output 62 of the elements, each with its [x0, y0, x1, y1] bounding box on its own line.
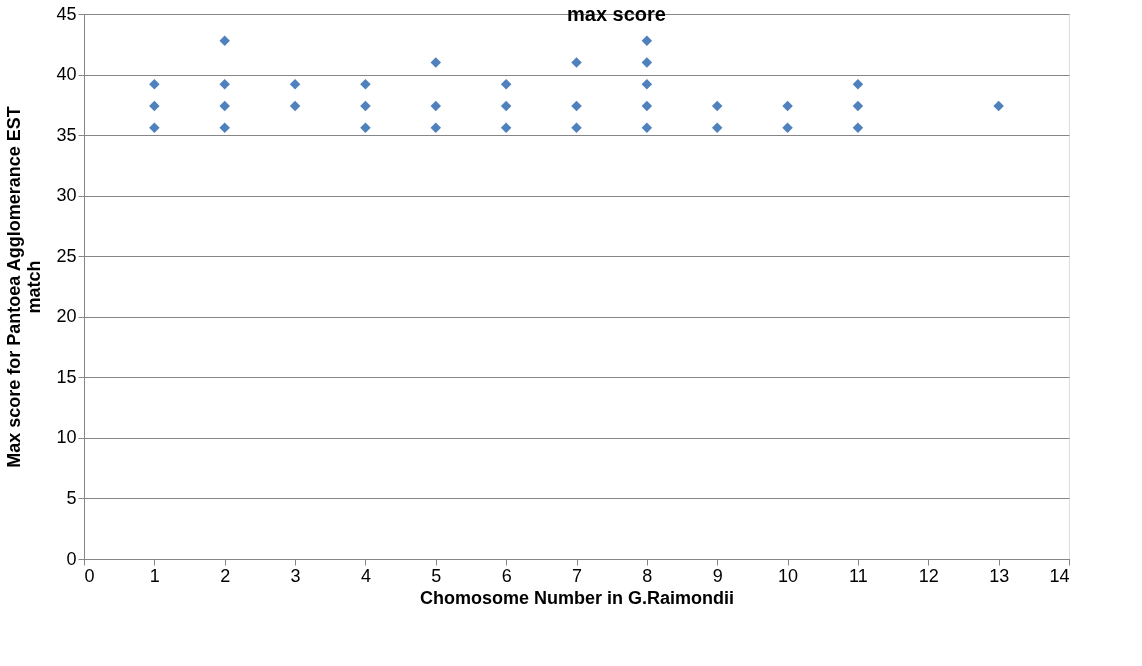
chart-title: max score — [567, 3, 666, 25]
point — [711, 100, 723, 112]
point — [852, 79, 864, 90]
x-tick-label: 6 — [501, 565, 512, 586]
y-tick-label: 30 — [56, 185, 77, 206]
point — [219, 122, 230, 134]
point — [641, 35, 653, 46]
point — [219, 100, 230, 112]
x-tick-label: 11 — [849, 565, 868, 586]
x-tick-label: 5 — [431, 565, 442, 586]
x-tick-label: 3 — [290, 565, 301, 586]
point — [430, 57, 442, 68]
x-tick-label: 13 — [989, 565, 1010, 586]
point — [360, 79, 371, 90]
x-tick-label: 12 — [918, 565, 939, 586]
y-axis-title: Max score for Pantoea Agglomerance EST match — [4, 106, 45, 468]
point — [852, 122, 864, 134]
y-tick-label: 0 — [66, 548, 77, 569]
point — [500, 100, 512, 112]
x-tick-label: 14 — [1049, 565, 1070, 586]
point — [360, 122, 371, 134]
point — [149, 100, 160, 112]
point — [360, 100, 371, 112]
y-tick-label: 15 — [56, 366, 77, 387]
x-tick-label: 1 — [149, 565, 160, 586]
point — [711, 122, 723, 134]
point — [500, 122, 512, 134]
point — [641, 79, 653, 90]
point — [782, 100, 793, 112]
x-tick-label: 9 — [712, 565, 723, 586]
point — [571, 122, 582, 134]
point — [430, 122, 442, 134]
y-tick-label: 25 — [56, 245, 77, 266]
point — [289, 79, 301, 90]
y-tick-label: 5 — [66, 487, 77, 508]
y-tick-label: 40 — [56, 64, 77, 85]
point — [852, 100, 864, 112]
x-tick-label: 0 — [84, 565, 95, 586]
x-tick-label: 7 — [571, 565, 583, 586]
x-tick-label: 8 — [642, 565, 653, 586]
point — [219, 79, 230, 90]
point — [430, 100, 442, 112]
x-tick-label: 2 — [220, 565, 231, 586]
point — [219, 35, 230, 46]
x-tick-label: 4 — [360, 565, 371, 586]
point — [500, 79, 512, 90]
point — [149, 79, 160, 90]
point — [993, 100, 1004, 112]
point — [641, 100, 653, 112]
point — [289, 100, 301, 112]
point — [571, 57, 582, 68]
point — [571, 100, 582, 112]
point — [149, 122, 160, 134]
x-axis-title: Chomosome Number in G.Raimondii — [419, 587, 735, 608]
point — [641, 122, 653, 134]
point — [782, 122, 793, 134]
y-tick-label: 45 — [56, 3, 77, 24]
x-tick-label: 10 — [778, 565, 799, 586]
point — [641, 57, 653, 68]
y-tick-label: 10 — [56, 427, 77, 448]
y-tick-label: 20 — [56, 306, 77, 327]
y-tick-label: 35 — [56, 124, 77, 145]
